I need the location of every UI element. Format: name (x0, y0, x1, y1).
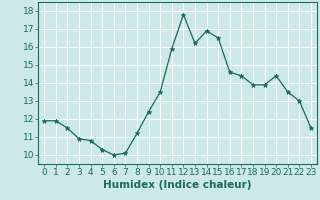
X-axis label: Humidex (Indice chaleur): Humidex (Indice chaleur) (103, 180, 252, 190)
